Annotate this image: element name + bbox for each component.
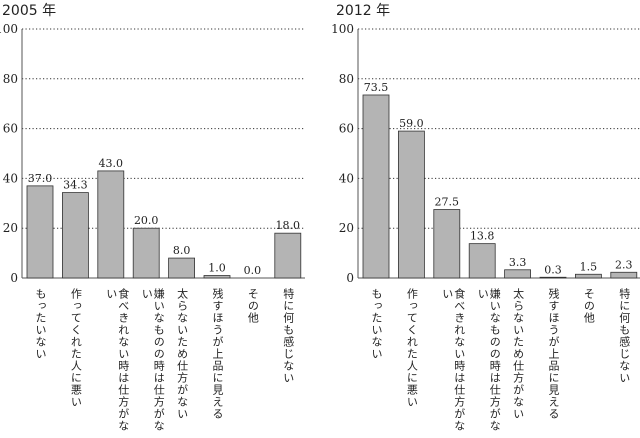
bar [504, 269, 532, 279]
y-tick-label: 20 [3, 221, 18, 235]
data-label: 34.3 [63, 179, 88, 192]
bar [203, 275, 231, 279]
x-category-label: 残すほうが上品に見える [547, 288, 560, 420]
x-category-label: 特に何も感じない [281, 288, 295, 384]
bar [539, 276, 567, 279]
bar [274, 232, 302, 279]
data-label: 2.3 [615, 258, 633, 271]
data-label: 13.8 [470, 230, 495, 243]
x-category-label: その他 [582, 288, 596, 324]
data-label: 20.0 [134, 214, 159, 227]
y-tick-label: 0 [346, 271, 354, 285]
y-tick-label: 0 [10, 271, 18, 285]
x-category-label: 作ってくれた人に悪い [69, 288, 83, 408]
y-tick-label: 80 [3, 72, 18, 86]
data-label: 3.3 [509, 256, 527, 269]
x-category-label: 作ってくれた人に悪い [405, 288, 419, 408]
bar [97, 170, 125, 279]
y-tick-label: 80 [339, 72, 354, 86]
x-category-label: 嫌いなものの時は仕方がない [476, 288, 502, 432]
data-label: 73.5 [364, 81, 389, 94]
data-label: 8.0 [173, 244, 191, 257]
x-category-label: もったいない [34, 288, 47, 360]
data-label: 18.0 [276, 219, 301, 232]
x-category-label: 残すほうが上品に見える [211, 288, 224, 420]
x-category-label: もったいない [370, 288, 383, 360]
y-tick-label: 20 [339, 221, 354, 235]
y-tick-label: 100 [331, 22, 354, 36]
data-label: 0.0 [244, 264, 262, 277]
data-label: 1.0 [208, 262, 226, 275]
y-tick-label: 40 [3, 171, 18, 185]
bar [132, 227, 160, 279]
bar [468, 243, 496, 279]
data-label: 0.3 [544, 263, 562, 276]
data-label: 1.5 [580, 260, 598, 273]
data-label: 59.0 [399, 117, 424, 130]
bar [610, 271, 638, 279]
y-tick-label: 60 [339, 122, 354, 136]
y-tick-label: 60 [3, 122, 18, 136]
bar [397, 130, 425, 279]
x-category-label: その他 [246, 288, 260, 324]
x-category-label: 太らないため仕方がない [175, 288, 189, 420]
bar [62, 192, 89, 279]
y-tick-label: 40 [339, 171, 354, 185]
chart-title-2005: 2005 年 [2, 3, 57, 19]
x-category-label: 食べきれない時は仕方がない [440, 288, 466, 432]
bar [168, 257, 196, 279]
data-label: 43.0 [99, 157, 124, 170]
bar [575, 273, 602, 279]
x-category-label: 食べきれない時は仕方がない [104, 288, 130, 432]
bar [26, 185, 54, 279]
bar [433, 209, 461, 279]
x-category-label: 嫌いなものの時は仕方がない [140, 288, 166, 432]
data-label: 37.0 [28, 172, 53, 185]
x-category-label: 太らないため仕方がない [511, 288, 525, 420]
bar [362, 94, 390, 279]
data-label: 27.5 [435, 196, 460, 209]
x-category-label: 特に何も感じない [617, 288, 631, 384]
y-tick-label: 100 [0, 22, 18, 36]
chart-title-2012: 2012 年 [336, 3, 391, 19]
